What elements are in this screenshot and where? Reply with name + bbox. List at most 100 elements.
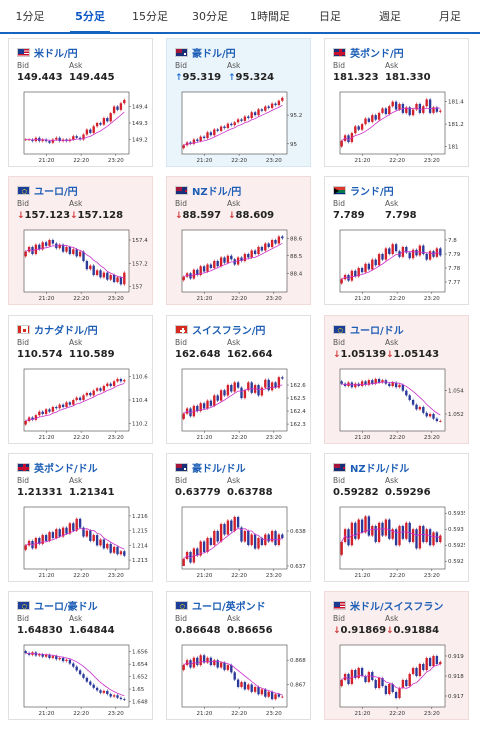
pair-title[interactable]: ランド/円	[333, 183, 394, 198]
x-tick-label: 21:20	[197, 158, 213, 164]
price-chart[interactable]: 157.4 157.2 157 21:20 22:20 23:20	[14, 227, 149, 303]
currency-card[interactable]: 米ドル/スイスフラン Bid Ask ↓0.91869 ↓0.91884 0.919 0.9…	[324, 591, 469, 720]
currency-card[interactable]: 英ポンド/ドル Bid Ask 1.21331 1.21341 1.216 1.215 1.2…	[8, 453, 153, 582]
x-tick-label: 23:20	[424, 435, 440, 441]
pair-name[interactable]: NZドル/ドル	[350, 464, 410, 475]
currency-card[interactable]: 英ポンド/円 Bid Ask 181.323 181.330 181.4 181.2 181 2…	[324, 38, 469, 167]
pair-title[interactable]: 豪ドル/ドル	[175, 460, 246, 475]
pair-name[interactable]: 豪ドル/ドル	[192, 464, 246, 475]
price-chart[interactable]: 7.8 7.79 7.78 7.77 21:20 22:20 23:20	[330, 227, 465, 303]
currency-card[interactable]: スイスフラン/円 Bid Ask 162.648 162.664 162.6 162.5 16…	[166, 315, 311, 444]
trend-arrow-icon: ↓	[175, 211, 183, 221]
currency-card[interactable]: NZドル/ドルBidAsk0.592820.592960.59350.5930.…	[324, 453, 469, 582]
candle-7	[364, 117, 367, 126]
currency-card[interactable]: 豪ドル/円 Bid Ask ↑95.319 ↑95.324 95.2 95 21:20 22:2…	[166, 38, 311, 167]
candle-13	[68, 658, 72, 665]
price-chart[interactable]: 1.656 1.654 1.652 1.65 1.648 21:20 22:20 23:20	[14, 642, 149, 718]
pair-name[interactable]: ユーロ/円	[34, 187, 78, 198]
currency-card[interactable]: 米ドル/円 Bid Ask 149.443 149.445 149.4 149.3 149.2…	[8, 38, 153, 167]
ask-label: Ask	[227, 199, 241, 208]
pair-name[interactable]: スイスフラン/円	[192, 326, 266, 337]
pair-name[interactable]: 米ドル/円	[34, 49, 78, 60]
pair-title[interactable]: NZドル/円	[175, 183, 241, 198]
currency-card[interactable]: 豪ドル/ドル Bid Ask 0.63779 0.63788 0.638 0.637 21:2…	[166, 453, 311, 582]
pair-name[interactable]: NZドル/円	[192, 187, 242, 198]
candle-12	[65, 400, 68, 409]
candle-18	[243, 388, 247, 400]
pair-title[interactable]: NZドル/ドル	[333, 460, 409, 475]
pair-name[interactable]: ランド/円	[350, 187, 394, 198]
pair-title[interactable]: カナダドル/円	[17, 322, 98, 337]
candle-27	[116, 377, 119, 383]
candle-25	[425, 252, 428, 261]
candle-25	[109, 111, 112, 123]
currency-card[interactable]: ユーロ/ドル Bid Ask ↓1.05139 ↓1.05143 1.054 1.052 21…	[324, 315, 469, 444]
pair-title[interactable]: ユーロ/円	[17, 183, 78, 198]
currency-card[interactable]: NZドル/円 Bid Ask ↓88.597 ↓88.609 88.6 88.5 88.4 21…	[166, 176, 311, 305]
candle-10	[58, 527, 61, 538]
currency-card[interactable]: ランド/円 Bid Ask 7.789 7.798 7.8 7.79 7.78 7.77 21:2…	[324, 176, 469, 305]
candle-7	[206, 263, 209, 273]
candle-18	[243, 252, 247, 263]
price-chart[interactable]: 0.638 0.637 21:20 22:20 23:20	[172, 504, 307, 580]
price-chart[interactable]: 1.054 1.052 21:20 22:20 23:20	[330, 366, 465, 442]
pair-name[interactable]: 英ポンド/ドル	[34, 464, 98, 475]
candlestick-chart: 162.6 162.5 162.4 162.3 21:20 22:20 23:20	[181, 368, 306, 441]
pair-title[interactable]: スイスフラン/円	[175, 322, 265, 337]
pair-title[interactable]: 米ドル/スイスフラン	[333, 598, 443, 613]
candle-23	[260, 245, 264, 252]
price-chart[interactable]: 110.6 110.4 110.2 21:20 22:20 23:20	[14, 366, 149, 442]
candle-8	[367, 117, 371, 124]
tab-7[interactable]: 月足	[439, 10, 461, 23]
price-chart[interactable]: 1.216 1.215 1.214 1.213 21:20 22:20 23:20	[14, 504, 149, 580]
price-chart[interactable]: 0.5935 0.593 0.5925 0.592 21:20 22:20 23:20	[330, 504, 465, 580]
candle-14	[72, 521, 75, 533]
pair-title[interactable]: 米ドル/円	[17, 45, 78, 60]
tab-4[interactable]: 1時間足	[250, 10, 290, 23]
tab-0[interactable]: 1分足	[15, 10, 45, 23]
price-chart[interactable]: 0.919 0.918 0.917 21:20 22:20 23:20	[330, 642, 465, 718]
ask-label: Ask	[227, 614, 241, 623]
pair-title[interactable]: ユーロ/豪ドル	[17, 598, 98, 613]
currency-card[interactable]: ユーロ/豪ドル Bid Ask 1.64830 1.64844 1.656 1.654 1.6…	[8, 591, 153, 720]
tab-3[interactable]: 30分足	[192, 10, 228, 23]
y-tick-label: 1.215	[132, 529, 148, 535]
candle-6	[202, 264, 206, 273]
candle-8	[367, 670, 371, 684]
price-chart[interactable]: 95.2 95 21:20 22:20 23:20	[172, 89, 307, 165]
candle-3	[350, 269, 354, 282]
pair-name[interactable]: ユーロ/ドル	[350, 326, 404, 337]
currency-card[interactable]: ユーロ/英ポンド Bid Ask 0.86648 0.86656 0.868 0.867 21…	[166, 591, 311, 720]
price-chart[interactable]: 88.6 88.5 88.4 21:20 22:20 23:20	[172, 227, 307, 303]
price-chart[interactable]: 149.4 149.3 149.2 21:20 22:20 23:20	[14, 89, 149, 165]
pair-name[interactable]: カナダドル/円	[34, 326, 98, 337]
price-chart[interactable]: 162.6 162.5 162.4 162.3 21:20 22:20 23:20	[172, 366, 307, 442]
currency-card[interactable]: ユーロ/円 Bid Ask ↓157.123 ↓157.128 157.4 157.2 157…	[8, 176, 153, 305]
pair-title[interactable]: 英ポンド/ドル	[17, 460, 98, 475]
pair-name[interactable]: 米ドル/スイスフラン	[350, 602, 444, 613]
currency-card[interactable]: カナダドル/円 Bid Ask 110.574 110.589 110.6 110.4 110…	[8, 315, 153, 444]
pair-name[interactable]: ユーロ/豪ドル	[34, 602, 98, 613]
x-tick-label: 21:20	[355, 435, 371, 441]
candle-3	[350, 521, 354, 547]
candle-23	[102, 384, 106, 393]
pair-name[interactable]: ユーロ/英ポンド	[192, 602, 266, 613]
tab-2[interactable]: 15分足	[132, 10, 168, 23]
candle-14	[72, 662, 75, 669]
candle-19	[89, 128, 92, 135]
candlestick-chart: 1.656 1.654 1.652 1.65 1.648 21:20 22:20 23:20	[23, 644, 148, 717]
candle-28	[119, 549, 123, 556]
price-chart[interactable]: 0.868 0.867 21:20 22:20 23:20	[172, 642, 307, 718]
tab-1[interactable]: 5分足	[60, 0, 120, 34]
pair-title[interactable]: 英ポンド/円	[333, 45, 404, 60]
tab-5[interactable]: 日足	[319, 10, 341, 23]
pair-title[interactable]: ユーロ/英ポンド	[175, 598, 266, 613]
pair-title[interactable]: ユーロ/ドル	[333, 322, 404, 337]
x-tick-label: 21:20	[39, 573, 55, 579]
tab-6[interactable]: 週足	[379, 10, 401, 23]
candle-16	[78, 517, 82, 530]
pair-name[interactable]: 英ポンド/円	[350, 49, 404, 60]
pair-title[interactable]: 豪ドル/円	[175, 45, 236, 60]
price-chart[interactable]: 181.4 181.2 181 21:20 22:20 23:20	[330, 89, 465, 165]
pair-name[interactable]: 豪ドル/円	[192, 49, 236, 60]
